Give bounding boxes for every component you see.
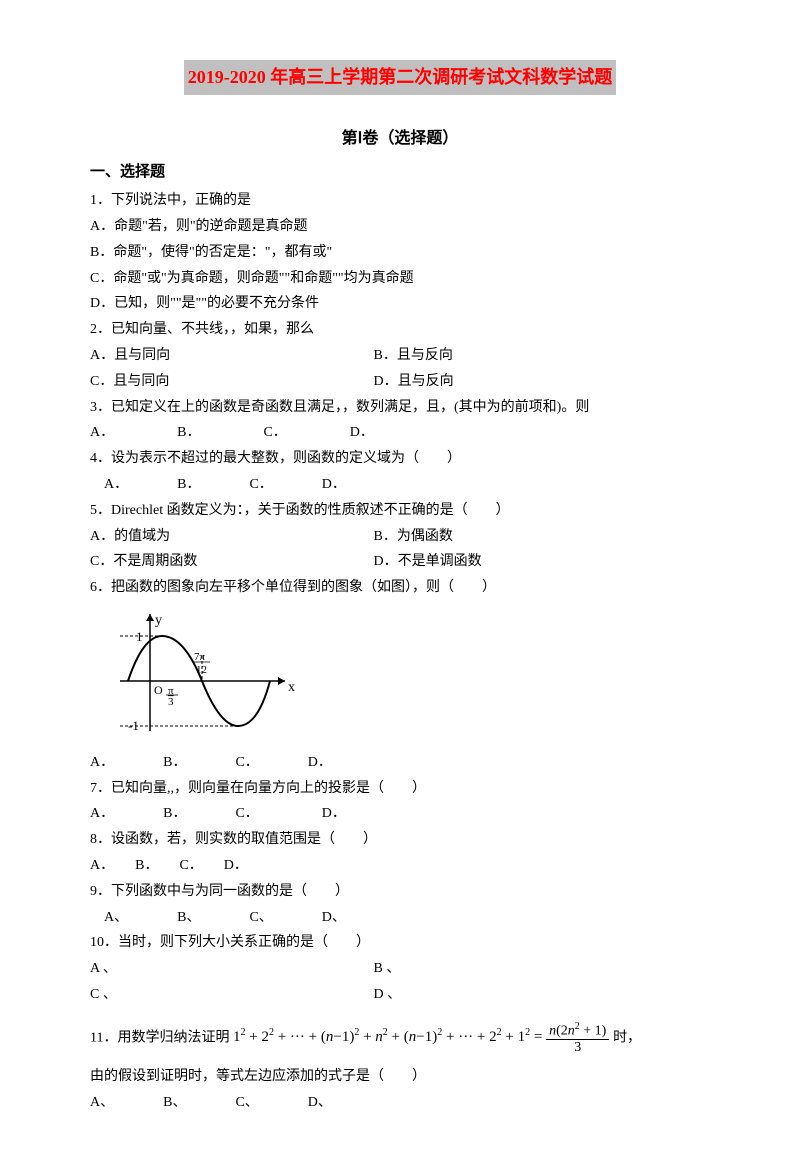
q10-opt-c: C 、 bbox=[90, 983, 370, 1007]
q2-opt-c: C．且与同向 bbox=[90, 370, 370, 394]
q11-frac-den: 3 bbox=[546, 1040, 609, 1055]
q6-stem: 6．把函数的图象向左平移个单位得到的图象（如图），则（ ） bbox=[90, 576, 710, 600]
tick-pi3-den: 3 bbox=[168, 696, 174, 708]
q8-opts: A． B． C． D． bbox=[90, 854, 710, 878]
q11-formula-body: 12 + 22 + ··· + (n−1)2 + n2 + (n−1)2 + ·… bbox=[233, 1029, 546, 1045]
tick-7pi12-den: 12 bbox=[196, 664, 207, 676]
q4-opts: A． B． C． D． bbox=[90, 473, 710, 497]
q3-stem: 3．已知定义在上的函数是奇函数且满足，，数列满足，且，(其中为的前项和)。则 bbox=[90, 396, 710, 420]
q1-opt-b: B．命题"，使得"的否定是："，都有或" bbox=[90, 241, 710, 265]
q4-stem: 4．设为表示不超过的最大整数，则函数的定义域为（ ） bbox=[90, 447, 710, 471]
q10-stem: 10．当时，则下列大小关系正确的是（ ） bbox=[90, 931, 710, 955]
q9-stem: 9．下列函数中与为同一函数的是（ ） bbox=[90, 880, 710, 904]
q10-row2: C 、 D 、 bbox=[90, 983, 710, 1007]
origin-label: O bbox=[154, 683, 163, 697]
tick-1: 1 bbox=[136, 629, 143, 644]
q1-opt-a: A．命题"若，则"的逆命题是真命题 bbox=[90, 215, 710, 239]
q5-opt-a: A．的值域为 bbox=[90, 525, 370, 549]
q11-frac-num: n(2n2 + 1) bbox=[546, 1021, 609, 1040]
q3-opts: A． B． C． D． bbox=[90, 421, 710, 445]
q10-row1: A 、 B 、 bbox=[90, 957, 710, 981]
q11-prefix: 11．用数学归纳法证明 bbox=[90, 1030, 229, 1045]
q10-opt-d: D 、 bbox=[374, 983, 402, 1007]
q1-stem: 1．下列说法中，正确的是 bbox=[90, 189, 710, 213]
q2-opt-a: A．且与同向 bbox=[90, 344, 370, 368]
x-axis-label: x bbox=[288, 680, 295, 695]
q5-opt-c: C．不是周期函数 bbox=[90, 550, 370, 574]
q2-row1: A．且与同向 B．且与反向 bbox=[90, 344, 710, 368]
q10-opt-a: A 、 bbox=[90, 957, 370, 981]
exam-title: 2019-2020 年高三上学期第二次调研考试文科数学试题 bbox=[184, 60, 617, 95]
q6-graph: y x 1 -1 O π 3 7π 12 bbox=[110, 606, 710, 745]
title-wrap: 2019-2020 年高三上学期第二次调研考试文科数学试题 bbox=[90, 60, 710, 125]
q11-line2: 由的假设到证明时，等式左边应添加的式子是（ ） bbox=[90, 1065, 710, 1089]
y-axis-label: y bbox=[155, 613, 162, 628]
q9-opts: A、 B、 C、 D、 bbox=[90, 906, 710, 930]
heading-choice: 一、选择题 bbox=[90, 160, 710, 186]
q8-stem: 8．设函数，若，则实数的取值范围是（ ） bbox=[90, 828, 710, 852]
tick-m1: -1 bbox=[128, 718, 139, 733]
q2-opt-b: B．且与反向 bbox=[374, 344, 453, 368]
q6-opts: A． B． C． D． bbox=[90, 751, 710, 775]
q1-opt-c: C．命题"或"为真命题，则命题""和命题""均为真命题 bbox=[90, 267, 710, 291]
q11-suffix: 时， bbox=[613, 1030, 641, 1045]
q1-opt-d: D．已知，则""是""的必要不充分条件 bbox=[90, 292, 710, 316]
section-title: 第Ⅰ卷（选择题） bbox=[90, 125, 710, 152]
tick-7pi12-num: 7π bbox=[194, 651, 206, 663]
q11-opts: A、 B、 C、 D、 bbox=[90, 1091, 710, 1115]
q5-row1: A．的值域为 B．为偶函数 bbox=[90, 525, 710, 549]
q5-opt-d: D．不是单调函数 bbox=[374, 550, 482, 574]
q11-line1: 11．用数学归纳法证明 12 + 22 + ··· + (n−1)2 + n2 … bbox=[90, 1021, 710, 1055]
q5-stem: 5．Direchlet 函数定义为：，关于函数的性质叙述不正确的是（ ） bbox=[90, 499, 710, 523]
q2-row2: C．且与同向 D．且与反向 bbox=[90, 370, 710, 394]
q5-opt-b: B．为偶函数 bbox=[374, 525, 453, 549]
q10-opt-b: B 、 bbox=[374, 957, 401, 981]
q2-opt-d: D．且与反向 bbox=[374, 370, 454, 394]
q5-row2: C．不是周期函数 D．不是单调函数 bbox=[90, 550, 710, 574]
q2-stem: 2．已知向量、不共线，，如果，那么 bbox=[90, 318, 710, 342]
q7-stem: 7．已知向量,,，则向量在向量方向上的投影是（ ） bbox=[90, 777, 710, 801]
q11-fraction: n(2n2 + 1) 3 bbox=[546, 1021, 609, 1055]
q11-formula: 12 + 22 + ··· + (n−1)2 + n2 + (n−1)2 + ·… bbox=[233, 1029, 613, 1045]
q7-opts: A． B． C． D． bbox=[90, 802, 710, 826]
